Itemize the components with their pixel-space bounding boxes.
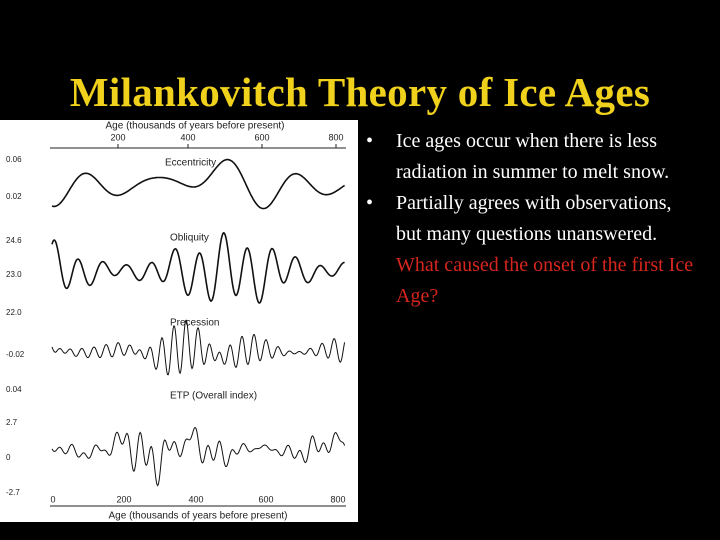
illustration-curve — [51, 158, 345, 210]
top-tick-label: 400 — [180, 132, 195, 142]
top-axis-label: Age (thousands of years before present) — [106, 121, 285, 132]
panel-label: Precession — [170, 318, 219, 329]
bullet-text: Ice ages occur when there is less radiat… — [396, 130, 670, 183]
y-label: -2.7 — [6, 488, 20, 497]
illustration-curve — [51, 427, 346, 487]
bullet-dot: • — [366, 192, 374, 214]
bottom-tick-label: 400 — [188, 494, 203, 504]
panel-label: Eccentricity — [165, 158, 216, 169]
y-label: 0 — [6, 453, 11, 462]
bullet-list: • Ice ages occur when there is less radia… — [366, 126, 696, 312]
y-label: 24.6 — [6, 236, 22, 245]
bottom-axis-label: Age (thousands of years before present) — [109, 511, 288, 522]
note: What caused the onset of the first Ice A… — [396, 254, 694, 307]
top-tick-label: 600 — [254, 132, 269, 142]
slide-title: Milankovitch Theory of Ice Ages — [69, 69, 651, 115]
y-label: 0.02 — [6, 192, 22, 201]
y-label: 22.0 — [6, 308, 22, 317]
bullet: • Partially agrees with observations, but… — [366, 188, 696, 250]
y-label: 0.06 — [6, 155, 22, 164]
illustration-curve — [51, 319, 346, 376]
panel-label: Obliquity — [170, 233, 209, 244]
bullet-text: Partially agrees with observations, but … — [396, 192, 672, 245]
bottom-tick-label: 800 — [330, 494, 345, 504]
y-label: 23.0 — [6, 270, 22, 279]
figure: Age (thousands of years before present) … — [0, 120, 358, 522]
bottom-tick-label: 0 — [50, 494, 55, 504]
top-tick-label: 800 — [328, 132, 343, 142]
top-tick-label: 200 — [110, 132, 125, 142]
bullet: • Ice ages occur when there is less radia… — [366, 126, 696, 188]
y-label: -0.02 — [6, 350, 25, 359]
illustration-curve — [51, 231, 345, 304]
y-label: 0.04 — [6, 385, 22, 394]
bullet-dot: • — [366, 130, 374, 152]
y-label: 2.7 — [6, 418, 18, 427]
panel-label: ETP (Overall index) — [170, 391, 257, 402]
bottom-tick-label: 200 — [116, 494, 131, 504]
bottom-tick-label: 600 — [258, 494, 273, 504]
